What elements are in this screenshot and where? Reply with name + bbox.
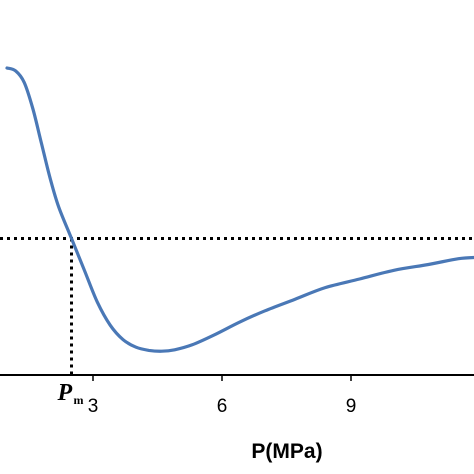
x-ticks — [92, 375, 352, 381]
marker-label: P m — [57, 380, 84, 407]
x-tick-labels: 3691 — [88, 396, 357, 417]
marker-label-subscript: m — [74, 393, 84, 407]
series-line — [5, 66, 474, 353]
x-tick-label-0: 3 — [88, 396, 99, 417]
x-tick-label-1: 6 — [217, 396, 228, 417]
marker-label-main: P — [57, 380, 73, 406]
reference-guides — [0, 237, 474, 375]
x-axis-title: P(MPa) — [251, 440, 322, 463]
x-tick-label-2: 9 — [346, 396, 357, 417]
